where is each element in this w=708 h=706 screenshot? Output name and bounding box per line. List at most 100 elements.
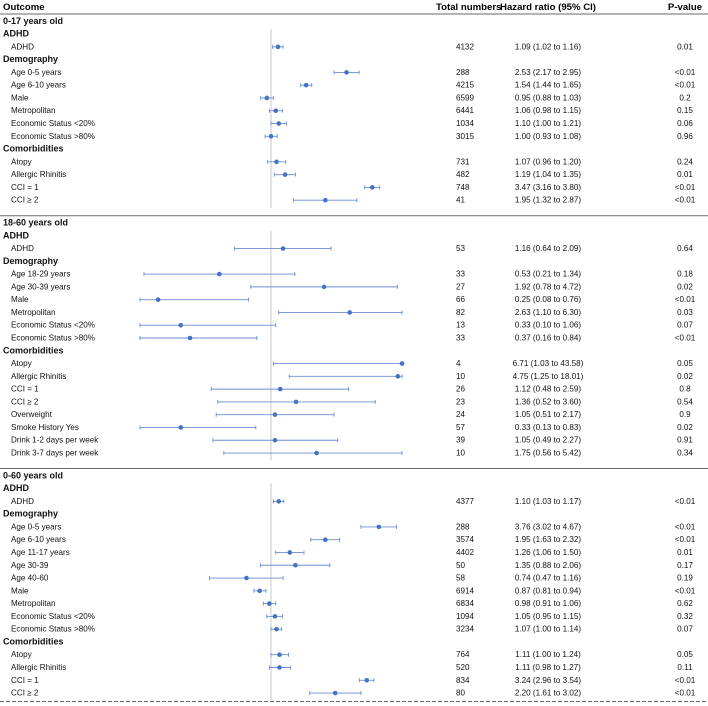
forest-row: Overweight 24 1.05 (0.51 to 2.17) 0.9 — [11, 410, 691, 419]
row-hazard-ratio: 3.47 (3.16 to 3.80) — [515, 183, 581, 192]
row-total: 6914 — [456, 586, 475, 595]
row-total: 4215 — [456, 81, 475, 90]
row-label: Metropolitan — [11, 106, 56, 115]
row-total: 1094 — [456, 612, 475, 621]
row-label: ADHD — [11, 497, 34, 506]
row-p-value: <0.01 — [675, 196, 696, 205]
row-p-value: 0.9 — [679, 410, 691, 419]
group-title: Comorbidities — [3, 144, 64, 154]
row-hazard-ratio: 1.35 (0.88 to 2.06) — [515, 561, 581, 570]
row-hazard-ratio: 1.07 (1.00 to 1.14) — [515, 625, 581, 634]
row-hazard-ratio: 1.75 (0.56 to 5.42) — [515, 449, 581, 458]
row-hazard-ratio: 1.07 (0.96 to 1.20) — [515, 157, 581, 166]
row-total: 288 — [456, 68, 470, 77]
row-total: 24 — [456, 410, 466, 419]
row-label: Economic Status >80% — [11, 132, 95, 141]
forest-row: Atopy 764 1.11 (1.00 to 1.24) 0.05 — [11, 650, 693, 659]
row-total: 41 — [456, 196, 466, 205]
row-label: Age 6-10 years — [11, 81, 66, 90]
row-p-value: 0.02 — [677, 372, 693, 381]
forest-row: Age 6-10 years 3574 1.95 (1.63 to 2.32) <0.… — [11, 535, 696, 544]
row-p-value: 0.18 — [677, 270, 693, 279]
row-total: 57 — [456, 423, 466, 432]
hr-point — [276, 499, 282, 504]
forest-row: Economic Status >80% 33 0.37 (0.16 to 0.84… — [11, 334, 696, 343]
hr-point — [268, 134, 274, 139]
hr-point — [332, 690, 338, 696]
hr-point — [277, 386, 283, 392]
header-hazard-ratio: Hazard ratio (95% CI) — [500, 2, 596, 13]
row-total: 26 — [456, 385, 466, 394]
forest-row: Economic Status <20% 13 0.33 (0.10 to 1.06… — [11, 321, 693, 330]
row-p-value: 0.01 — [677, 548, 693, 557]
row-label: Age 30-39 — [11, 561, 49, 570]
forest-row: Age 18-29 years 33 0.53 (0.21 to 1.34) 0.18 — [11, 270, 693, 279]
row-total: 4377 — [456, 497, 475, 506]
forest-row: Age 11-17 years 4402 1.26 (1.06 to 1.50) 0.… — [11, 548, 693, 557]
group-title: ADHD — [3, 483, 29, 493]
row-total: 482 — [456, 170, 470, 179]
row-total: 6599 — [456, 93, 475, 102]
row-total: 58 — [456, 574, 466, 583]
row-hazard-ratio: 1.19 (1.04 to 1.35) — [515, 170, 581, 179]
row-total: 27 — [456, 282, 466, 291]
row-hazard-ratio: 2.20 (1.61 to 3.02) — [515, 689, 581, 698]
row-label: Allergic Rhinitis — [11, 170, 66, 179]
row-label: CCI = 1 — [11, 676, 39, 685]
row-total: 6834 — [456, 599, 475, 608]
row-p-value: <0.01 — [675, 522, 696, 531]
row-label: Atopy — [11, 157, 33, 166]
row-label: CCI = 1 — [11, 183, 39, 192]
row-hazard-ratio: 1.05 (0.51 to 2.17) — [515, 410, 581, 419]
row-hazard-ratio: 1.10 (1.00 to 1.21) — [515, 119, 581, 128]
forest-row: Drink 1-2 days per week 39 1.05 (0.49 to 2… — [11, 436, 693, 445]
hr-point — [187, 335, 193, 341]
row-p-value: <0.01 — [675, 295, 696, 304]
forest-row: Allergic Rhinitis 520 1.11 (0.98 to 1.27) 0… — [11, 663, 693, 672]
row-label: Allergic Rhinitis — [11, 372, 66, 381]
hr-point — [264, 95, 270, 101]
row-label: Drink 1-2 days per week — [11, 436, 99, 445]
row-total: 10 — [456, 449, 466, 458]
row-p-value: 0.01 — [677, 170, 693, 179]
hr-point — [303, 82, 309, 88]
forest-row: Atopy 4 6.71 (1.03 to 43.58) 0.05 — [11, 359, 693, 368]
hr-point — [275, 44, 281, 50]
row-total: 748 — [456, 183, 470, 192]
row-label: Economic Status >80% — [11, 625, 95, 634]
row-label: Atopy — [11, 359, 33, 368]
row-label: Metropolitan — [11, 308, 56, 317]
section-title: 18-60 years old — [3, 217, 68, 227]
row-p-value: 0.91 — [677, 436, 693, 445]
row-p-value: <0.01 — [675, 535, 696, 544]
row-hazard-ratio: 4.75 (1.25 to 18.01) — [513, 372, 584, 381]
row-label: Economic Status >80% — [11, 334, 95, 343]
row-p-value: 0.03 — [677, 308, 693, 317]
row-hazard-ratio: 1.54 (1.44 to 1.65) — [515, 81, 581, 90]
group-title: Demography — [3, 256, 58, 266]
row-hazard-ratio: 1.12 (0.48 to 2.59) — [515, 385, 581, 394]
forest-row: CCI ≥ 2 23 1.36 (0.52 to 3.60) 0.54 — [11, 397, 693, 406]
row-label: Drink 3-7 days per week — [11, 449, 99, 458]
row-p-value: <0.01 — [675, 334, 696, 343]
hr-point — [399, 361, 405, 366]
row-total: 50 — [456, 561, 466, 570]
section-title: 0-17 years old — [3, 16, 63, 26]
row-p-value: 0.62 — [677, 599, 693, 608]
row-p-value: <0.01 — [675, 497, 696, 506]
row-p-value: <0.01 — [675, 676, 696, 685]
row-total: 66 — [456, 295, 466, 304]
row-p-value: 0.17 — [677, 561, 693, 570]
row-total: 39 — [456, 436, 466, 445]
row-hazard-ratio: 1.11 (0.98 to 1.27) — [515, 663, 581, 672]
group-title: ADHD — [3, 29, 29, 39]
row-p-value: 0.07 — [677, 321, 693, 330]
row-total: 288 — [456, 522, 470, 531]
row-total: 4132 — [456, 42, 475, 51]
row-label: Metropolitan — [11, 599, 56, 608]
hr-point — [274, 626, 279, 632]
row-hazard-ratio: 0.33 (0.10 to 1.06) — [515, 321, 581, 330]
forest-row: Smoke History Yes 57 0.33 (0.13 to 0.83) 0.… — [11, 423, 693, 432]
row-p-value: <0.01 — [675, 81, 696, 90]
hr-point — [293, 399, 299, 405]
